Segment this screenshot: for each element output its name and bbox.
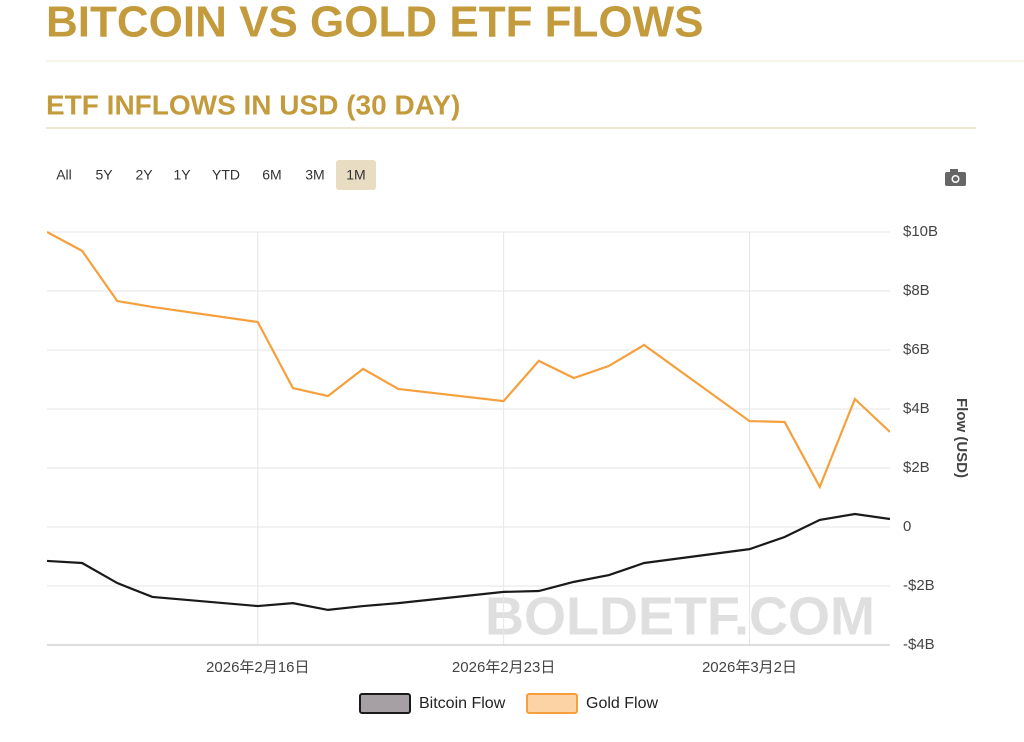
y-tick-label: -$4B — [903, 636, 935, 653]
line-series — [47, 512, 890, 612]
range-button[interactable]: YTD — [212, 167, 240, 183]
y-tick-label: $6B — [903, 341, 930, 358]
legend-label[interactable]: Gold Flow — [586, 695, 658, 712]
range-button[interactable]: 5Y — [95, 167, 113, 183]
y-tick-label: 0 — [903, 518, 911, 535]
range-button-active[interactable] — [336, 160, 376, 190]
line-series — [47, 231, 890, 490]
page-title: BITCOIN VS GOLD ETF FLOWS — [46, 0, 704, 47]
range-button[interactable]: All — [56, 167, 72, 183]
x-tick-label: 2026年2月16日 — [206, 659, 309, 676]
range-button[interactable]: 3M — [305, 167, 324, 183]
watermark: BOLDETF.COM — [485, 586, 875, 646]
camera-icon[interactable] — [945, 169, 966, 186]
y-axis-label: Flow (USD) — [953, 398, 970, 478]
range-button[interactable]: 6M — [262, 167, 281, 183]
x-tick-label: 2026年2月23日 — [452, 659, 555, 676]
y-tick-label: $8B — [903, 282, 930, 299]
y-tick-label: $10B — [903, 223, 938, 240]
x-tick-label: 2026年3月2日 — [702, 659, 797, 676]
y-tick-label: $2B — [903, 459, 930, 476]
legend-swatch[interactable] — [526, 693, 578, 714]
legend-swatch[interactable] — [359, 693, 411, 714]
range-button[interactable]: 2Y — [135, 167, 153, 183]
chart-title: ETF INFLOWS IN USD (30 DAY) — [46, 89, 460, 120]
range-button[interactable]: 1Y — [173, 167, 191, 183]
range-button[interactable]: 1M — [346, 167, 365, 183]
y-tick-label: $4B — [903, 400, 930, 417]
y-tick-label: -$2B — [903, 577, 935, 594]
legend-label[interactable]: Bitcoin Flow — [419, 695, 506, 712]
